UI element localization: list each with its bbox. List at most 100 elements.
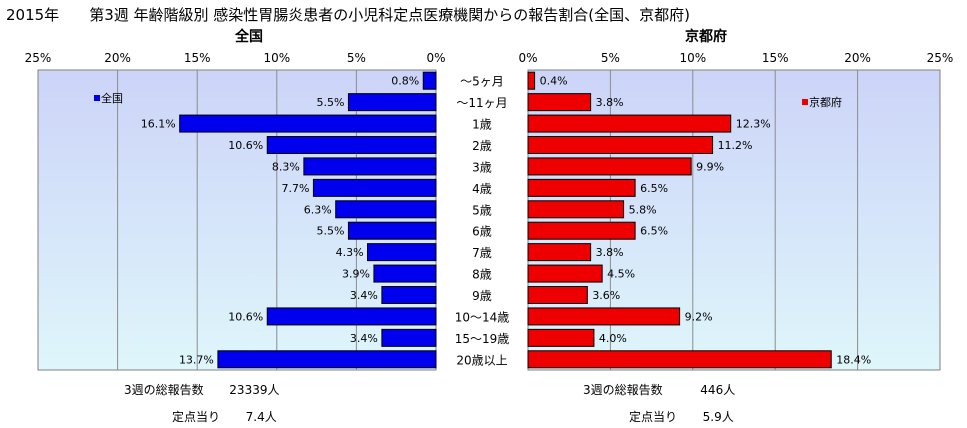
national-bar bbox=[373, 264, 437, 283]
category-label: 5歳 bbox=[472, 203, 492, 217]
national-bar bbox=[347, 93, 437, 112]
category-label: 3歳 bbox=[472, 160, 492, 174]
right-axis-tick-label: 5% bbox=[601, 51, 620, 65]
kyoto-bar-label: 6.5% bbox=[640, 182, 668, 195]
national-bar bbox=[381, 286, 437, 304]
national-bar bbox=[335, 200, 437, 219]
kyoto-bar bbox=[527, 243, 592, 262]
kyoto-bar bbox=[527, 221, 636, 240]
kyoto-bar-label: 4.0% bbox=[599, 332, 627, 345]
category-label: 6歳 bbox=[472, 225, 492, 239]
national-total-reports: 3週の総報告数 23339人 bbox=[124, 381, 279, 398]
national-bar bbox=[312, 178, 437, 197]
national-bar-label: 8.3% bbox=[272, 160, 300, 173]
kyoto-bar bbox=[527, 178, 636, 197]
kyoto-bar-label: 0.4% bbox=[540, 75, 568, 88]
left-axis-tick-label: 20% bbox=[104, 51, 131, 65]
national-bar-label: 5.5% bbox=[316, 96, 344, 109]
kyoto-bar bbox=[527, 286, 588, 304]
left-axis-tick-label: 5% bbox=[347, 51, 366, 65]
kyoto-reports-label: 3週の総報告数 bbox=[583, 383, 663, 397]
category-label: 1歳 bbox=[472, 118, 492, 132]
national-bar-label: 5.5% bbox=[316, 225, 344, 238]
kyoto-bar bbox=[527, 157, 692, 176]
kyoto-legend-label: 京都府 bbox=[809, 95, 842, 109]
left-axis-tick-label: 10% bbox=[263, 51, 290, 65]
right-axis-tick-label: 0% bbox=[518, 51, 537, 65]
kyoto-per-sentinel-value: 5.9人 bbox=[702, 410, 734, 424]
kyoto-bar-label: 9.2% bbox=[685, 310, 713, 323]
kyoto-bar-label: 5.8% bbox=[629, 203, 657, 216]
category-label: 8歳 bbox=[472, 268, 492, 282]
national-bar bbox=[367, 243, 437, 262]
national-bar-label: 4.3% bbox=[336, 246, 364, 259]
left-panel-title: 全国 bbox=[234, 28, 263, 45]
national-bar-label: 10.6% bbox=[228, 139, 263, 152]
chart-title: 2015年 第3週 年齢階級別 感染性胃腸炎患者の小児科定点医療機関からの報告割合… bbox=[6, 4, 690, 25]
national-bar bbox=[179, 114, 437, 133]
kyoto-bar-label: 3.8% bbox=[596, 96, 624, 109]
category-label: 20歳以上 bbox=[456, 353, 507, 367]
national-bar-label: 3.4% bbox=[350, 289, 378, 302]
national-bar bbox=[303, 157, 437, 176]
kyoto-bar-label: 12.3% bbox=[736, 118, 771, 131]
right-axis-tick-label: 10% bbox=[679, 51, 706, 65]
category-label: 4歳 bbox=[472, 182, 492, 196]
national-bar bbox=[422, 71, 437, 90]
kyoto-per-sentinel-label: 定点当り bbox=[629, 410, 678, 424]
right-axis-tick-label: 25% bbox=[927, 51, 954, 65]
national-bar bbox=[381, 328, 437, 347]
right-axis-tick-label: 20% bbox=[844, 51, 871, 65]
national-per-sentinel-label: 定点当り bbox=[172, 410, 221, 424]
left-axis-tick-label: 0% bbox=[426, 51, 445, 65]
kyoto-bar bbox=[527, 264, 603, 283]
national-reports-value: 23339人 bbox=[229, 383, 280, 397]
national-bar-label: 3.9% bbox=[342, 268, 370, 281]
kyoto-bar-label: 18.4% bbox=[836, 353, 871, 366]
kyoto-bar-label: 4.5% bbox=[607, 268, 635, 281]
right-axis-tick-label: 15% bbox=[762, 51, 789, 65]
kyoto-bar bbox=[527, 93, 592, 112]
kyoto-bar bbox=[527, 136, 714, 154]
national-bar-label: 3.4% bbox=[350, 332, 378, 345]
kyoto-bar-label: 6.5% bbox=[640, 225, 668, 238]
national-bar-label: 0.8% bbox=[391, 75, 419, 88]
left-axis-tick-label: 15% bbox=[184, 51, 211, 65]
category-label: 10～14歳 bbox=[455, 310, 510, 324]
national-legend-label: 全国 bbox=[101, 91, 123, 105]
national-per-sentinel-value: 7.4人 bbox=[245, 410, 277, 424]
kyoto-bar bbox=[527, 307, 681, 326]
kyoto-legend-swatch bbox=[802, 99, 808, 105]
kyoto-bar-label: 11.2% bbox=[718, 139, 753, 152]
national-bar-label: 16.1% bbox=[141, 118, 176, 131]
category-label: ～5ヶ月 bbox=[460, 75, 504, 89]
category-label: ～11ヶ月 bbox=[456, 96, 507, 110]
kyoto-bar-label: 3.6% bbox=[592, 289, 620, 302]
national-bar bbox=[347, 221, 437, 240]
national-bar-label: 6.3% bbox=[304, 203, 332, 216]
national-reports-label: 3週の総報告数 bbox=[124, 383, 204, 397]
kyoto-bar bbox=[527, 350, 832, 369]
category-label: 2歳 bbox=[472, 139, 492, 153]
kyoto-reports-value: 446人 bbox=[700, 383, 736, 397]
national-bar-label: 7.7% bbox=[281, 182, 309, 195]
national-per-sentinel: 定点当り 7.4人 bbox=[172, 408, 277, 425]
kyoto-bar bbox=[527, 71, 536, 90]
national-bar bbox=[217, 350, 437, 369]
right-panel-title: 京都府 bbox=[685, 28, 727, 45]
national-bar bbox=[266, 307, 437, 326]
kyoto-bar bbox=[527, 200, 625, 219]
category-label: 7歳 bbox=[472, 246, 492, 260]
title-year: 2015年 bbox=[6, 6, 60, 24]
kyoto-per-sentinel: 定点当り 5.9人 bbox=[629, 408, 734, 425]
kyoto-total-reports: 3週の総報告数 446人 bbox=[583, 381, 735, 398]
kyoto-bar bbox=[527, 114, 732, 133]
left-axis-tick-label: 25% bbox=[25, 51, 52, 65]
national-bar bbox=[266, 136, 437, 154]
national-legend-swatch bbox=[94, 95, 100, 101]
kyoto-bar-label: 9.9% bbox=[696, 160, 724, 173]
category-label: 15～19歳 bbox=[455, 332, 510, 346]
category-label: 9歳 bbox=[472, 289, 492, 303]
national-bar-label: 10.6% bbox=[228, 310, 263, 323]
